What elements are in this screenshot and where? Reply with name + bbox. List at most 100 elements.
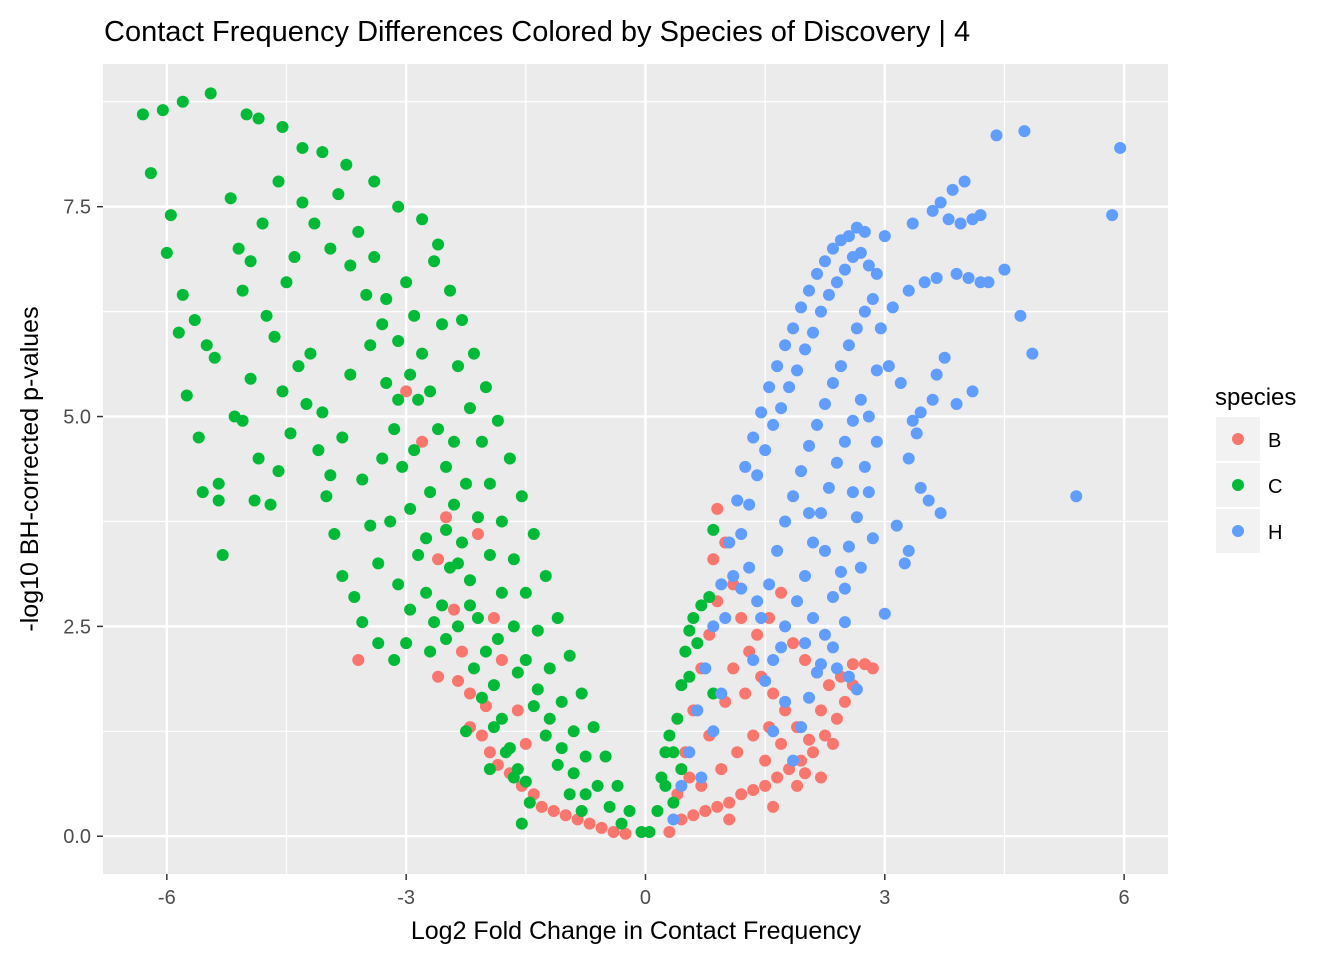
data-point-H: [958, 175, 971, 188]
data-point-H: [918, 276, 931, 289]
data-point-C: [575, 687, 588, 700]
data-point-C: [260, 309, 273, 322]
data-point-H: [779, 620, 792, 633]
data-point-H: [862, 486, 875, 499]
data-point-C: [344, 259, 357, 272]
data-point-C: [603, 800, 616, 813]
data-point-B: [731, 746, 744, 759]
data-point-C: [643, 826, 656, 839]
data-point-H: [795, 465, 808, 478]
data-point-C: [392, 334, 405, 347]
data-points: [136, 87, 1127, 840]
data-point-B: [775, 586, 788, 599]
data-point-H: [779, 515, 792, 528]
data-point-C: [475, 691, 488, 704]
y-tick-label: 0.0: [63, 826, 91, 848]
data-point-B: [799, 653, 812, 666]
data-point-B: [519, 737, 532, 750]
data-point-H: [735, 528, 748, 541]
data-point-C: [248, 494, 261, 507]
data-point-H: [715, 687, 728, 700]
data-point-C: [463, 599, 476, 612]
data-point-H: [699, 662, 712, 675]
data-point-H: [834, 565, 847, 578]
data-point-C: [539, 570, 552, 583]
data-point-C: [495, 515, 508, 528]
data-point-C: [164, 209, 177, 222]
major-gridlines: [103, 64, 1168, 874]
data-point-C: [459, 725, 472, 738]
data-point-C: [276, 120, 289, 133]
data-point-C: [575, 805, 588, 818]
data-point-H: [771, 360, 784, 373]
data-point-B: [432, 553, 445, 566]
data-point-H: [934, 507, 947, 520]
data-point-H: [755, 611, 768, 624]
data-point-C: [551, 611, 564, 624]
data-point-H: [870, 267, 883, 280]
data-point-C: [432, 423, 445, 436]
data-point-C: [436, 318, 449, 331]
data-point-H: [946, 183, 959, 196]
data-point-C: [176, 288, 189, 301]
data-point-B: [807, 746, 819, 759]
data-point-C: [471, 511, 484, 524]
data-point-C: [687, 611, 700, 624]
data-point-C: [507, 553, 520, 566]
data-point-C: [420, 532, 433, 545]
data-point-C: [683, 670, 696, 683]
data-point-H: [838, 263, 851, 276]
x-axis-label: Log2 Fold Change in Contact Frequency: [411, 917, 862, 945]
data-point-H: [1026, 347, 1039, 360]
data-point-H: [667, 813, 680, 826]
data-point-H: [826, 591, 839, 604]
data-point-C: [463, 402, 476, 415]
data-point-C: [332, 188, 345, 201]
data-point-C: [543, 662, 556, 675]
data-point-B: [803, 733, 816, 746]
data-point-B: [775, 737, 788, 750]
data-point-B: [400, 385, 413, 398]
data-point-C: [428, 616, 441, 629]
data-point-C: [344, 368, 357, 381]
data-point-C: [212, 477, 225, 490]
data-point-C: [527, 700, 540, 713]
data-point-C: [252, 452, 265, 465]
data-point-H: [799, 570, 812, 583]
data-point-C: [392, 200, 405, 213]
data-point-B: [695, 779, 708, 792]
data-point-H: [731, 494, 744, 507]
data-point-C: [436, 599, 449, 612]
data-point-C: [416, 213, 429, 226]
minor-gridlines: [103, 64, 1168, 874]
data-point-H: [715, 578, 728, 591]
data-point-C: [412, 393, 425, 406]
data-point-C: [483, 763, 496, 776]
data-point-H: [926, 393, 939, 406]
data-point-B: [687, 809, 700, 822]
data-point-H: [850, 683, 863, 696]
data-point-B: [747, 729, 760, 742]
data-point-C: [340, 158, 353, 171]
data-point-B: [723, 796, 736, 809]
data-point-H: [914, 481, 927, 494]
data-point-H: [898, 557, 911, 570]
data-point-H: [842, 540, 855, 553]
data-point-C: [503, 452, 516, 465]
x-tick-label: -3: [397, 887, 415, 909]
data-point-C: [587, 721, 600, 734]
data-point-B: [759, 754, 772, 767]
data-point-C: [272, 465, 285, 478]
data-point-H: [810, 267, 823, 280]
data-point-C: [515, 490, 528, 503]
data-point-B: [822, 679, 835, 692]
data-point-H: [763, 578, 776, 591]
x-tick-label: 3: [879, 887, 890, 909]
data-point-H: [795, 721, 808, 734]
data-point-H: [818, 544, 831, 557]
data-point-H: [842, 670, 855, 683]
data-point-C: [555, 742, 568, 755]
data-point-C: [424, 486, 437, 499]
data-point-B: [779, 704, 792, 717]
data-point-B: [759, 779, 772, 792]
